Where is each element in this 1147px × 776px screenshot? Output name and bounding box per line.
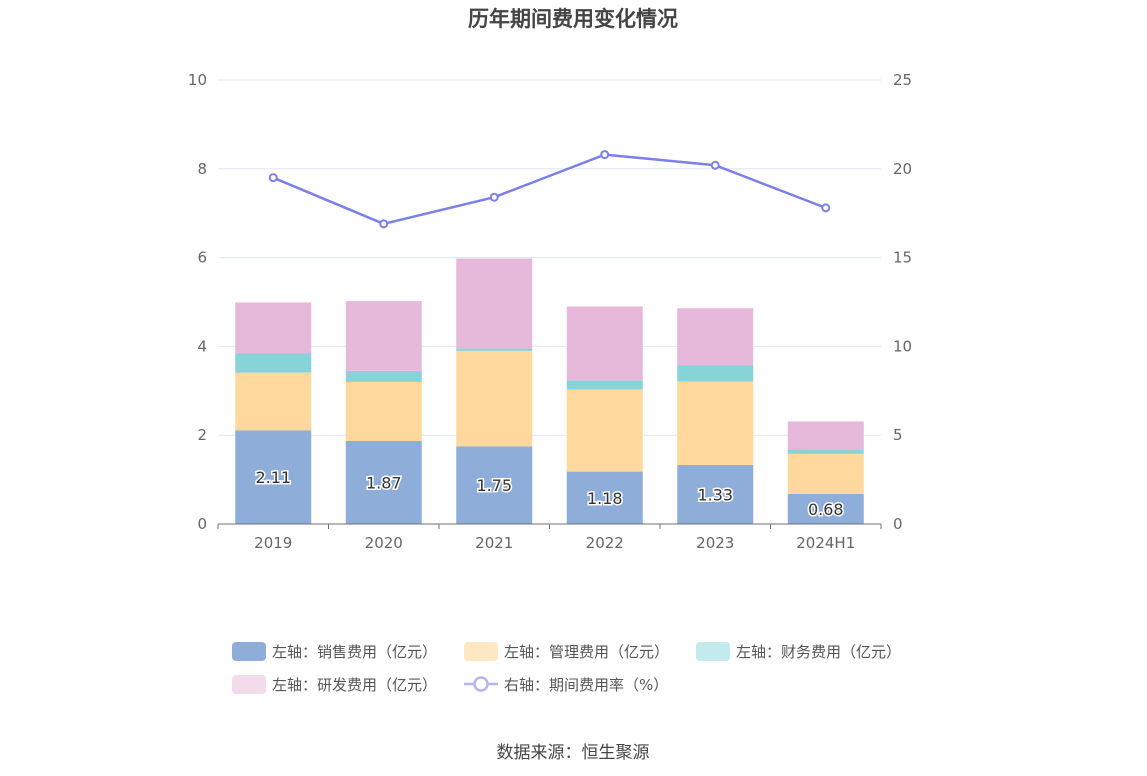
legend-label: 左轴：研发费用（亿元） <box>272 676 437 694</box>
bar-segment <box>345 381 422 441</box>
bar-data-label: 1.18 <box>587 489 623 508</box>
bar-segment <box>677 308 754 366</box>
bar-series <box>235 258 864 524</box>
bar-segment <box>566 389 643 472</box>
bar-segment <box>677 381 754 465</box>
x-tick-label: 2023 <box>696 534 734 552</box>
right-tick-label: 10 <box>893 337 912 355</box>
legend: 左轴：销售费用（亿元） 左轴：管理费用（亿元） 左轴：财务费用（亿元） 左轴：研发费用… <box>232 642 901 694</box>
left-axis-ticks: 0 2 4 6 8 10 <box>188 71 207 533</box>
rate-line <box>272 153 827 226</box>
bar-segment <box>566 471 643 524</box>
right-tick-label: 25 <box>893 71 912 89</box>
rate-point <box>600 150 610 160</box>
x-tick-label: 2020 <box>365 534 403 552</box>
right-tick-label: 15 <box>893 249 912 267</box>
bar-segment <box>456 348 533 351</box>
rate-point <box>821 203 831 213</box>
right-tick-label: 5 <box>893 426 903 444</box>
bar-segment <box>345 301 422 371</box>
right-axis-ticks: 0 5 10 15 20 25 <box>893 71 912 533</box>
left-tick-label: 4 <box>197 337 207 355</box>
legend-label: 左轴：管理费用（亿元） <box>504 643 669 661</box>
bar-segment <box>345 440 422 524</box>
bar-segment <box>345 370 422 382</box>
bar-segment <box>456 350 533 447</box>
bar-segment <box>235 372 312 431</box>
x-tick-label: 2021 <box>475 534 513 552</box>
bar-segment <box>787 453 864 494</box>
chart-title: 历年期间费用变化情况 <box>468 7 678 31</box>
legend-item[interactable]: 左轴：研发费用（亿元） <box>232 675 437 694</box>
left-tick-label: 6 <box>197 249 207 267</box>
rate-point <box>489 192 499 202</box>
legend-label: 左轴：销售费用（亿元） <box>272 643 437 661</box>
bar-data-label: 1.75 <box>476 476 512 495</box>
x-tick-label: 2022 <box>586 534 624 552</box>
bar-segment <box>235 430 312 524</box>
bar-segment <box>677 464 754 524</box>
x-tick-label: 2024H1 <box>796 534 855 552</box>
bar-data-label: 1.33 <box>697 485 733 504</box>
bar-segment <box>566 380 643 390</box>
legend-label: 右轴：期间费用率（%） <box>504 676 668 694</box>
bar-segment <box>787 421 864 450</box>
legend-swatch <box>232 675 266 694</box>
right-tick-label: 20 <box>893 160 912 178</box>
legend-item[interactable]: 右轴：期间费用率（%） <box>464 676 668 694</box>
bar-segment <box>787 493 864 524</box>
legend-swatch <box>464 642 498 661</box>
bar-segment <box>677 365 754 382</box>
legend-swatch <box>232 642 266 661</box>
line-series <box>268 150 831 229</box>
legend-item[interactable]: 左轴：财务费用（亿元） <box>696 642 901 661</box>
rate-point <box>268 173 278 183</box>
bar-segment <box>235 353 312 373</box>
left-tick-label: 2 <box>197 426 207 444</box>
left-tick-label: 8 <box>197 160 207 178</box>
legend-marker <box>473 676 489 692</box>
bar-data-label: 1.87 <box>366 473 402 492</box>
x-axis-ticks: 2019 2020 2021 2022 2023 2024H1 <box>217 524 882 552</box>
legend-item[interactable]: 左轴：管理费用（亿元） <box>464 642 669 661</box>
legend-label: 左轴：财务费用（亿元） <box>736 643 901 661</box>
bar-data-label: 2.11 <box>255 468 291 487</box>
right-tick-label: 0 <box>893 515 903 533</box>
bar-segment <box>566 306 643 381</box>
bar-segment <box>787 449 864 454</box>
source-note: 数据来源：恒生聚源 <box>497 743 650 763</box>
left-tick-label: 0 <box>197 515 207 533</box>
bar-segment <box>456 446 533 524</box>
rate-point <box>710 160 720 170</box>
bar-segment <box>456 258 533 349</box>
bar-data-label: 0.68 <box>808 500 844 519</box>
rate-point <box>379 219 389 229</box>
legend-swatch <box>696 642 730 661</box>
left-tick-label: 10 <box>188 71 207 89</box>
bar-segment <box>235 302 312 354</box>
bar-data-labels: 2.11 1.87 1.75 1.18 1.33 0.68 <box>254 467 845 521</box>
x-tick-label: 2019 <box>254 534 292 552</box>
legend-item[interactable]: 左轴：销售费用（亿元） <box>232 642 437 661</box>
grid <box>218 79 881 436</box>
